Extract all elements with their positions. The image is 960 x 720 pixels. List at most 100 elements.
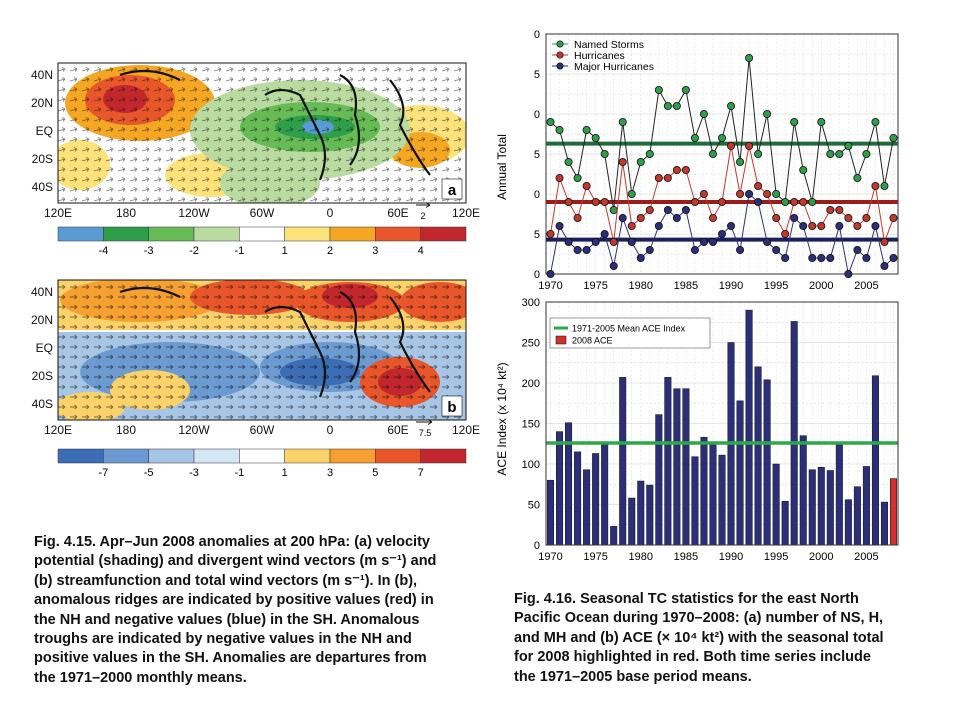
data-point	[808, 221, 817, 230]
data-point	[618, 157, 627, 166]
ace-bar	[619, 377, 627, 546]
y-tick-label: 0	[534, 29, 540, 41]
data-point	[654, 86, 663, 95]
data-point	[745, 189, 754, 198]
y-tick-label: 100	[522, 459, 540, 471]
data-point	[853, 221, 862, 230]
figure-4-16-caption: Fig. 4.16. Seasonal TC statistics for th…	[514, 591, 884, 685]
colorbar-segment	[284, 448, 331, 464]
data-point	[600, 197, 609, 206]
data-point	[600, 229, 609, 238]
data-point	[708, 213, 717, 222]
x-tick-label: 1980	[629, 280, 653, 292]
svg-text:120E: 120E	[452, 206, 480, 220]
data-point	[663, 173, 672, 182]
ace-bar	[808, 469, 816, 546]
y-tick-label: 150	[522, 419, 540, 431]
data-point	[717, 197, 726, 206]
x-tick-label: 1975	[583, 551, 607, 563]
y-tick-label: 300	[522, 297, 540, 309]
colorbar-segment	[103, 226, 149, 242]
data-point	[781, 197, 790, 206]
data-point	[645, 205, 654, 214]
data-point	[853, 173, 862, 182]
data-point	[889, 134, 898, 143]
data-point	[799, 197, 808, 206]
ace-bar	[610, 526, 618, 546]
data-point	[555, 173, 564, 182]
ace-bar	[880, 501, 888, 546]
y-tick-label: 0	[534, 540, 540, 552]
data-point	[772, 213, 781, 222]
data-point	[745, 54, 754, 63]
data-point	[763, 189, 772, 198]
data-point	[808, 197, 817, 206]
data-point	[672, 165, 681, 174]
data-point	[573, 173, 582, 182]
data-point	[826, 149, 835, 158]
streamfunction-shading	[58, 280, 466, 420]
ace-bar	[664, 377, 672, 546]
data-point	[880, 237, 889, 246]
colorbar-segment	[329, 226, 376, 242]
y-tick-label: 0	[534, 109, 540, 121]
ace-bar	[844, 499, 852, 546]
data-point	[862, 213, 871, 222]
data-point	[564, 197, 573, 206]
data-point	[591, 237, 600, 246]
colorbar-segment	[375, 226, 421, 242]
svg-text:120W: 120W	[178, 206, 210, 220]
ace-bar	[817, 466, 825, 546]
data-point	[835, 205, 844, 214]
ace-bar	[826, 470, 834, 546]
colorbar-tick-label: 7	[418, 467, 424, 477]
ace-bar	[637, 480, 645, 546]
reference-vector-b-label: 7.5	[419, 428, 432, 438]
data-point	[690, 134, 699, 143]
colorbar-segment	[148, 226, 195, 242]
data-point	[609, 205, 618, 214]
data-point	[781, 253, 790, 262]
ace-bar	[682, 388, 690, 546]
x-tick-label: 2000	[809, 280, 833, 292]
legend-box	[549, 317, 711, 349]
svg-text:180: 180	[116, 206, 136, 220]
data-point	[681, 86, 690, 95]
data-point	[736, 245, 745, 254]
lat-labels-b: 40N 20N EQ 20S 40S	[31, 285, 53, 411]
data-point	[636, 253, 645, 262]
plot-frame	[545, 301, 899, 546]
svg-text:60E: 60E	[387, 206, 408, 220]
data-point	[663, 205, 672, 214]
data-point	[636, 157, 645, 166]
legend-label: Major Hurricanes	[574, 61, 654, 73]
colorbar-segment	[239, 448, 285, 464]
data-point	[862, 149, 871, 158]
ace-bar	[709, 442, 717, 546]
svg-text:20S: 20S	[32, 152, 53, 166]
plot-frame	[545, 33, 899, 275]
data-point	[582, 245, 591, 254]
panel-b-letter: b	[447, 399, 456, 416]
colorbar-tick-label: -3	[144, 245, 154, 255]
data-point	[763, 237, 772, 246]
x-tick-label: 1975	[583, 280, 607, 292]
colorbar-segment	[57, 448, 104, 464]
y-tick-label: 50	[528, 500, 540, 512]
colorbar-tick-label: 1	[282, 245, 288, 255]
x-tick-label: 1995	[764, 280, 788, 292]
colorbar-a: -4 -3 -2 -1 1 2 3 4	[57, 226, 467, 255]
ace-bar	[718, 454, 726, 546]
data-point	[727, 102, 736, 111]
figure-4-15-caption: Fig. 4.15. Apr–Jun 2008 anomalies at 200…	[34, 534, 437, 686]
ace-bar	[592, 453, 600, 546]
x-tick-label: 2000	[809, 551, 833, 563]
data-point	[889, 213, 898, 222]
colorbar-tick-label: 5	[372, 467, 378, 477]
ace-bar	[853, 486, 861, 546]
ace-bar	[835, 441, 843, 546]
data-point	[600, 149, 609, 158]
x-tick-label: 1985	[674, 280, 698, 292]
legend-swatch-marker	[556, 51, 564, 59]
